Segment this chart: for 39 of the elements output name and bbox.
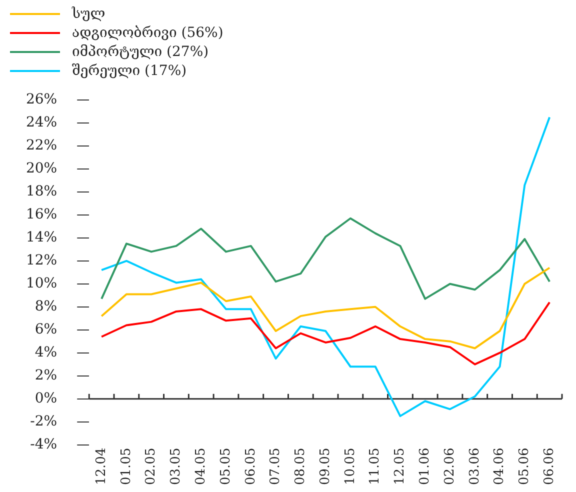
legend-label: შერეული (17%) — [72, 62, 187, 78]
y-tick-label: 10% — [26, 276, 58, 292]
legend-label: ადგილობრივი (56%) — [72, 24, 224, 40]
x-tick-label: 12.05 — [392, 448, 408, 485]
x-tick-label: 02.06 — [442, 448, 458, 485]
x-tick-label: 04.06 — [492, 448, 508, 485]
y-tick-label: 0% — [34, 390, 58, 406]
y-tick-label: 26% — [26, 92, 58, 108]
x-tick-label: 12.04 — [94, 448, 109, 485]
x-tick-label: 05.06 — [517, 448, 532, 485]
x-tick-label: 06.06 — [542, 448, 557, 485]
y-tick-label: 22% — [26, 138, 58, 154]
x-tick-label: 04.05 — [193, 448, 208, 485]
y-tick-label: 18% — [26, 184, 58, 200]
y-tick-label: 14% — [26, 230, 58, 246]
y-tick-label: -2% — [30, 413, 58, 430]
x-tick-label: 11.05 — [368, 448, 383, 485]
x-tick-label: 03.05 — [168, 448, 184, 485]
y-tick-label: 24% — [26, 114, 58, 131]
legend-label: იმპორტული (27%) — [72, 44, 209, 60]
y-tick-label: 6% — [34, 321, 58, 338]
y-tick-label: 16% — [26, 206, 58, 223]
x-tick-label: 05.05 — [218, 448, 234, 485]
x-tick-label: 01.06 — [417, 448, 432, 485]
y-tick-label: 8% — [34, 298, 58, 315]
y-tick-label: 12% — [26, 252, 58, 269]
x-tick-label: 06.05 — [243, 448, 258, 485]
y-tick-label: -4% — [30, 436, 58, 452]
x-tick-label: 10.05 — [342, 448, 358, 485]
y-tick-label: 4% — [34, 344, 58, 360]
y-tick-label: 2% — [34, 367, 58, 384]
legend-label: სულ — [72, 6, 106, 22]
x-tick-label: 02.05 — [144, 448, 159, 485]
x-tick-label: 03.06 — [467, 448, 482, 485]
x-tick-label: 09.05 — [318, 448, 333, 485]
x-tick-label: 07.05 — [268, 448, 284, 485]
y-tick-label: 20% — [26, 160, 58, 177]
x-tick-label: 01.05 — [118, 448, 134, 485]
x-tick-label: 08.05 — [293, 448, 308, 485]
